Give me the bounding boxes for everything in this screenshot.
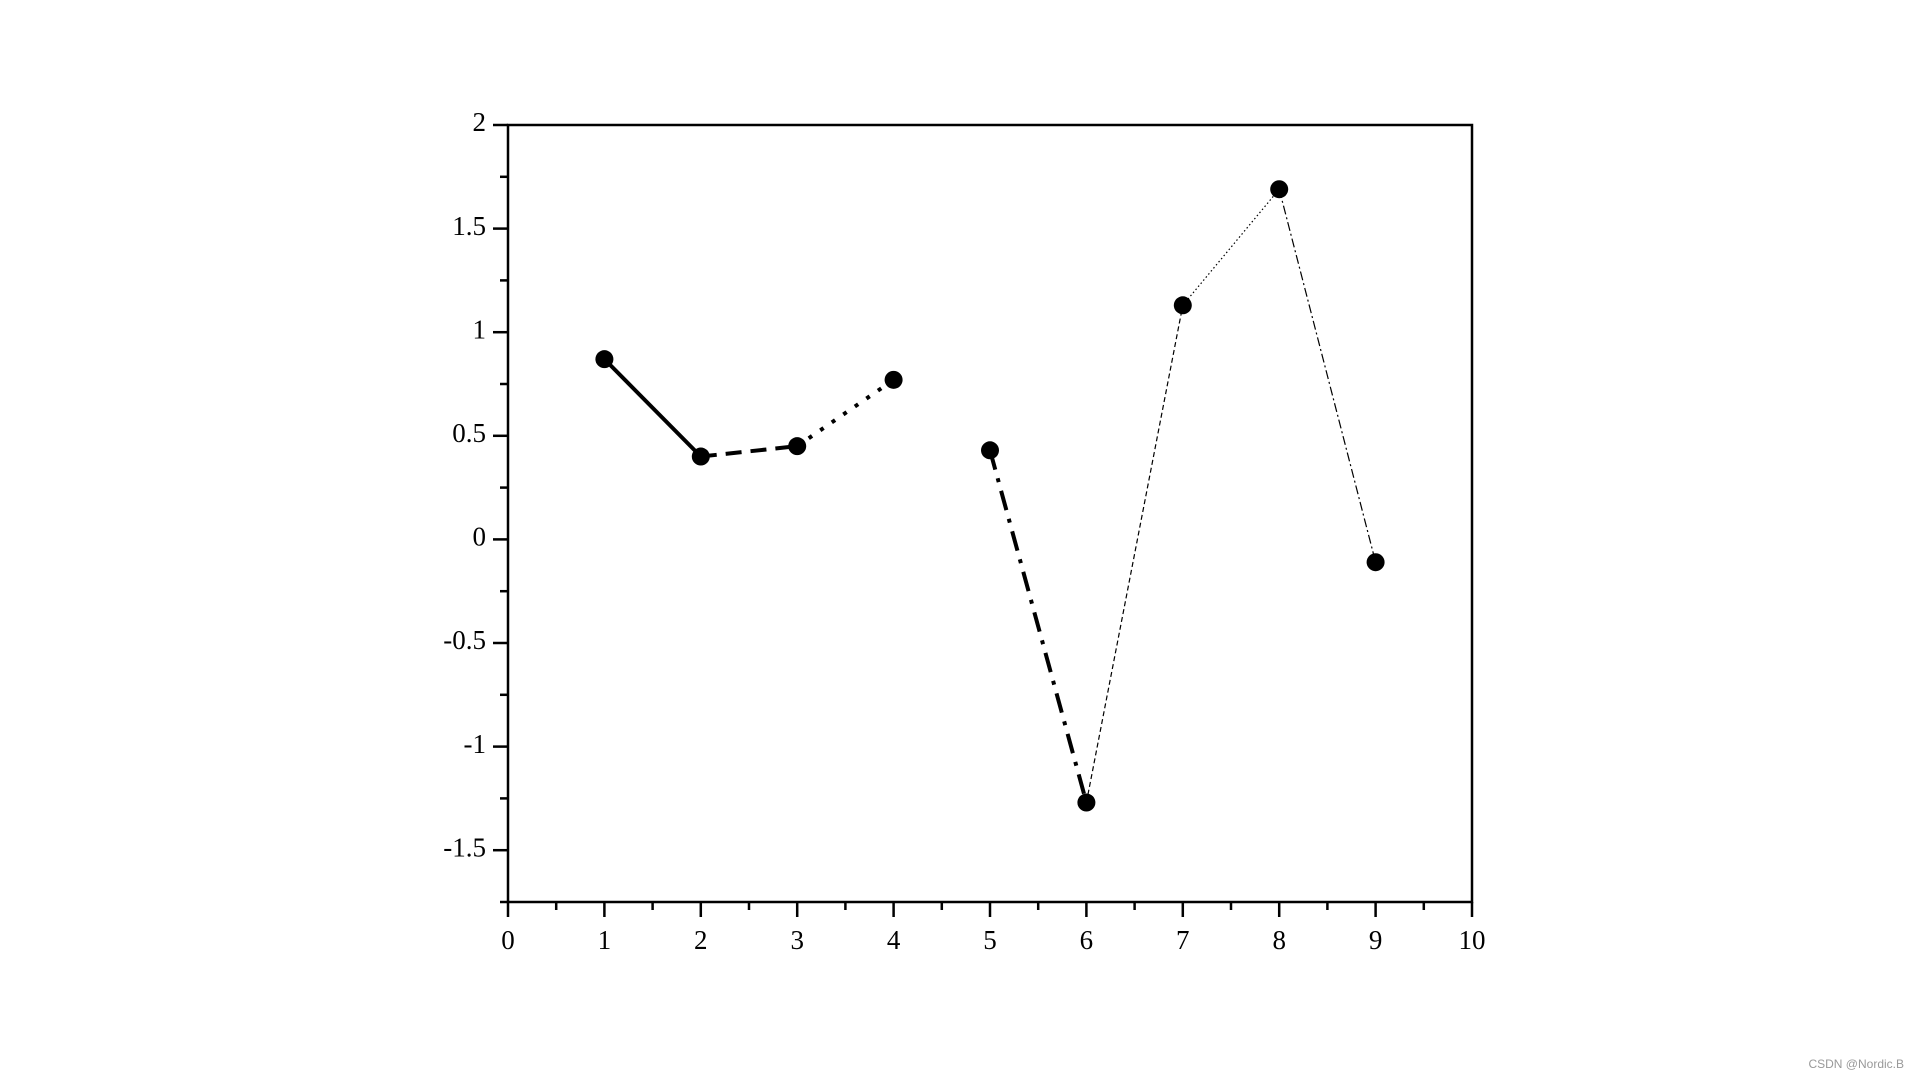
line-segment (1182, 188, 1280, 306)
x-tick-label: 0 (501, 925, 515, 955)
point (1173, 296, 1192, 315)
point (788, 437, 807, 456)
line-segment (1085, 305, 1184, 803)
x-tick-label: 9 (1369, 925, 1383, 955)
point (1270, 180, 1289, 199)
y-tick-label: 0 (473, 522, 487, 552)
line-segment (700, 444, 798, 459)
x-tick-label: 4 (887, 925, 901, 955)
line-segment (1278, 189, 1377, 563)
point (691, 447, 710, 466)
line-segment (988, 449, 1089, 804)
x-tick-label: 3 (790, 925, 804, 955)
point (981, 441, 999, 460)
x-tick-label: 8 (1272, 925, 1286, 955)
y-tick-label: 2 (473, 107, 487, 137)
x-tick-label: 7 (1176, 925, 1190, 955)
x-tick-label: 6 (1080, 925, 1094, 955)
y-tick-label: 1.5 (452, 211, 486, 241)
point (595, 350, 614, 369)
point (1366, 553, 1385, 572)
x-tick-label: 10 (1459, 925, 1486, 955)
y-tick-label: 0.5 (452, 418, 486, 448)
plot-frame (506, 123, 1474, 904)
x-tick-label: 2 (694, 925, 708, 955)
y-tick-label: -1 (464, 729, 487, 759)
y-tick-label: -1.5 (443, 832, 486, 862)
line-segment (602, 357, 703, 458)
y-tick-label: -0.5 (443, 625, 486, 655)
watermark: CSDN @Nordic.B (1808, 1057, 1904, 1071)
point (884, 370, 903, 389)
point (1077, 793, 1096, 812)
x-tick-label: 1 (598, 925, 612, 955)
x-tick-label: 5 (983, 925, 997, 955)
y-tick-label: 1 (473, 314, 487, 344)
line-segment (796, 378, 895, 448)
